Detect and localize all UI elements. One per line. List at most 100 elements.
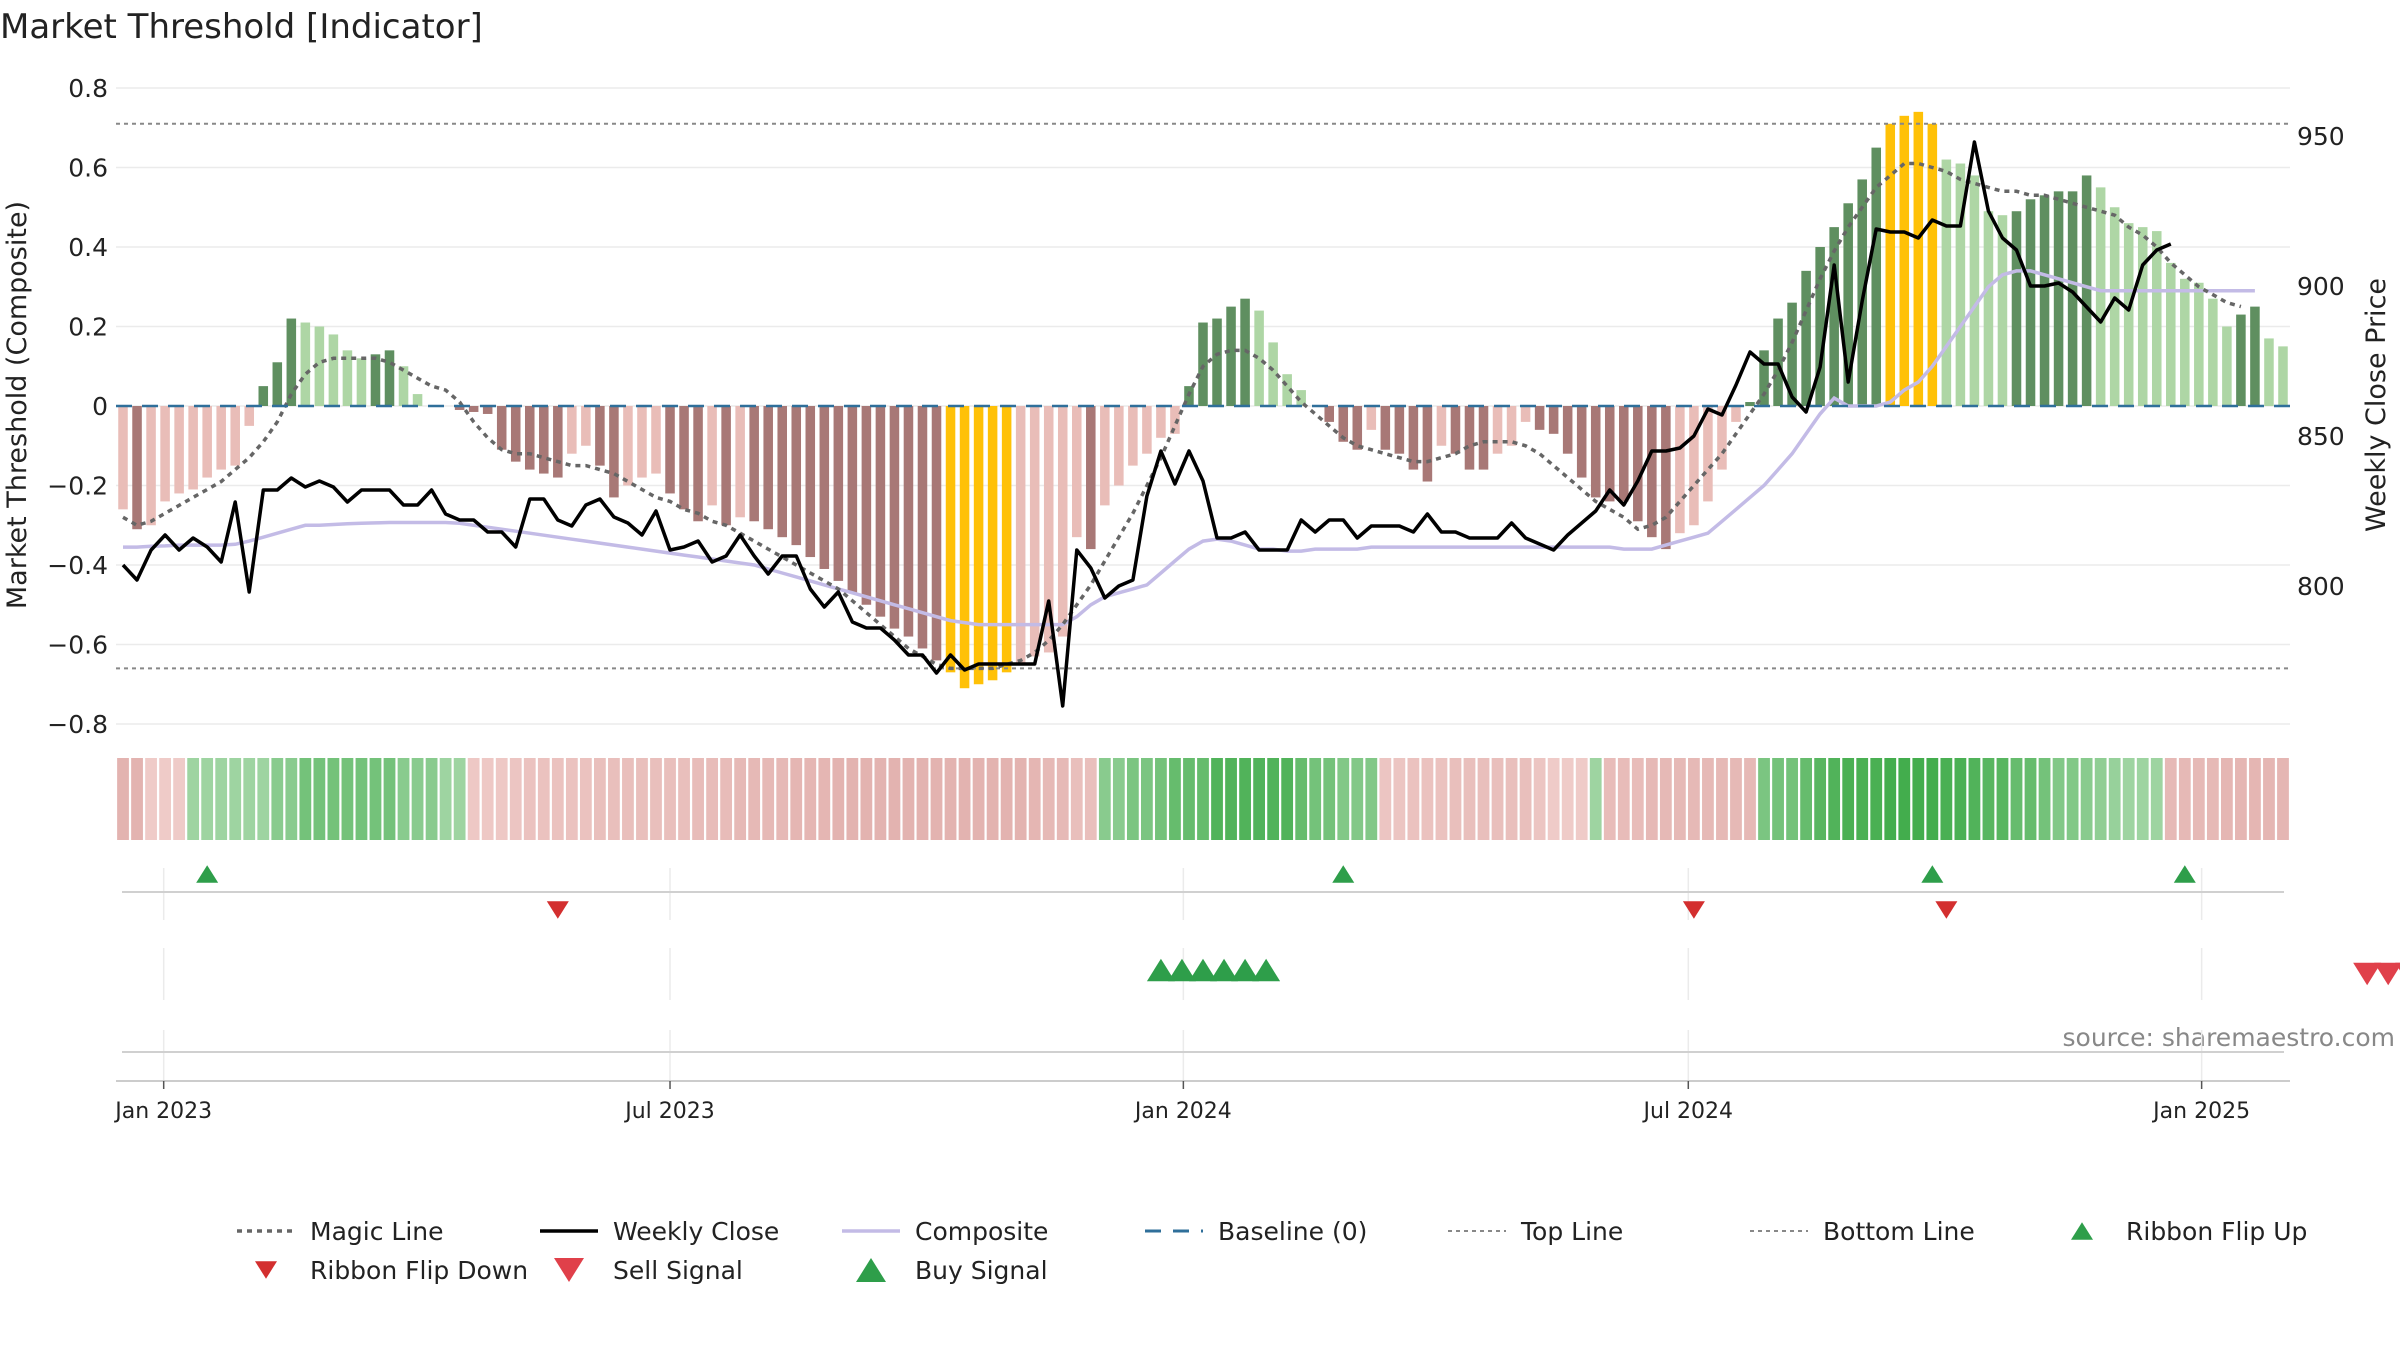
ribbon-cell: [678, 758, 690, 840]
composite-bar: [258, 386, 269, 406]
ribbon-cell: [1673, 758, 1686, 840]
ribbon-cell: [888, 758, 901, 840]
legend-label: Sell Signal: [613, 1256, 743, 1285]
composite-bar: [510, 406, 521, 462]
x-tick-label: Jul 2024: [1642, 1099, 1734, 1124]
composite-bar: [1422, 406, 1433, 482]
composite-bar: [665, 406, 675, 494]
ribbon-cell: [874, 758, 887, 840]
x-tick-label: Jan 2025: [2151, 1099, 2250, 1124]
ribbon-cell: [1126, 758, 1139, 840]
weekly-close-line: [121, 140, 2172, 708]
composite-bar: [202, 406, 212, 478]
ribbon-cell: [2277, 758, 2289, 840]
composite-bar: [2053, 191, 2064, 406]
composite-bar: [763, 406, 773, 530]
ribbon-cell: [271, 758, 284, 840]
composite-bar: [2222, 326, 2232, 406]
ribbon-cell: [916, 758, 929, 840]
composite-bar: [1464, 406, 1475, 470]
legend-item: Weekly Close: [540, 1217, 779, 1246]
ribbon-cell: [608, 758, 620, 840]
composite-bar: [1100, 406, 1110, 506]
composite-bar: [2025, 199, 2036, 406]
ribbon-cell: [1225, 758, 1237, 840]
ribbon-cell: [1800, 758, 1813, 840]
composite-bar: [1114, 406, 1124, 486]
ribbon-cell: [537, 758, 550, 840]
composite-bar: [1997, 215, 2008, 406]
ribbon-cell: [1575, 758, 1588, 840]
composite-bar: [1759, 350, 1769, 406]
ribbon-cell: [425, 758, 438, 840]
ribbon-cell: [131, 758, 143, 840]
ribbon-cell: [1267, 758, 1280, 840]
composite-bar: [1156, 406, 1166, 438]
buy-signal-marker: [1210, 958, 1239, 982]
composite-bar: [1604, 406, 1615, 502]
buy-signal-marker: [1231, 958, 1260, 982]
ribbon-cell: [2164, 758, 2177, 840]
legend-item: Bottom Line: [1750, 1217, 1975, 1246]
ribbon-cell: [495, 758, 508, 840]
composite-bar: [2039, 195, 2050, 406]
ribbon-cell: [1884, 758, 1897, 840]
composite-bar: [1043, 406, 1054, 653]
ribbon-cell: [1996, 758, 2009, 840]
y-tick-label: −0.2: [47, 472, 108, 501]
composite-bar: [356, 358, 367, 406]
composite-bar: [595, 406, 605, 466]
ribbon-cell: [1155, 758, 1167, 840]
ribbon-cell: [636, 758, 648, 840]
ribbon-cell: [944, 758, 957, 840]
ribbon-cell: [2094, 758, 2107, 840]
legend-label: Composite: [915, 1217, 1048, 1246]
ribbon-cell: [2122, 758, 2135, 840]
composite-bar: [1885, 123, 1896, 407]
sell-signal-marker: [2374, 962, 2400, 986]
composite-bar: [146, 406, 156, 526]
ribbon-cell: [692, 758, 704, 840]
ribbon-cell: [453, 758, 466, 840]
buy-signal-marker: [1252, 958, 1281, 982]
ribbon-flip-down-marker: [546, 901, 569, 919]
ribbon-cell: [1323, 758, 1336, 840]
composite-bar: [2137, 227, 2148, 406]
legend-item: Magic Line: [237, 1217, 444, 1246]
composite-bar: [1128, 406, 1138, 466]
composite-bar: [2011, 211, 2022, 406]
ribbon-cell: [285, 758, 298, 840]
legend-label: Ribbon Flip Up: [2126, 1217, 2307, 1246]
composite-bar: [945, 406, 956, 673]
composite-bar: [1548, 406, 1559, 434]
y-right-tick-label: 850: [2297, 422, 2345, 451]
composite-bar: [454, 406, 465, 410]
ribbon-cell: [2052, 758, 2065, 840]
ribbon-cell: [650, 758, 662, 840]
composite-bar: [1843, 203, 1853, 406]
composite-bar: [1478, 406, 1489, 470]
legend-item: Ribbon Flip Up: [2071, 1217, 2307, 1246]
ribbon-cell: [720, 758, 733, 840]
ribbon-cell: [2108, 758, 2121, 840]
ribbon-cell: [439, 758, 452, 840]
composite-bar: [931, 406, 942, 661]
y-right-tick-label: 950: [2297, 122, 2345, 151]
composite-bar: [1913, 111, 1924, 406]
ribbon-cell: [1758, 758, 1770, 840]
ribbon-cell: [1014, 758, 1027, 840]
composite-bar: [1506, 406, 1517, 446]
ribbon-cell: [1645, 758, 1658, 840]
y-tick-label: 0.8: [68, 74, 108, 103]
composite-bar: [2278, 346, 2288, 406]
composite-bar: [847, 406, 858, 593]
ribbon-cell: [1940, 758, 1953, 840]
ribbon-cell: [902, 758, 915, 840]
buy-signal-marker: [1189, 958, 1217, 982]
composite-bar: [216, 406, 226, 470]
composite-bar: [749, 406, 759, 522]
ribbon-cell: [1141, 758, 1153, 840]
ribbon-flip-down-marker: [1935, 901, 1958, 919]
y-axis-label-left: Market Threshold (Composite): [2, 201, 33, 609]
composite-bar: [300, 322, 311, 406]
